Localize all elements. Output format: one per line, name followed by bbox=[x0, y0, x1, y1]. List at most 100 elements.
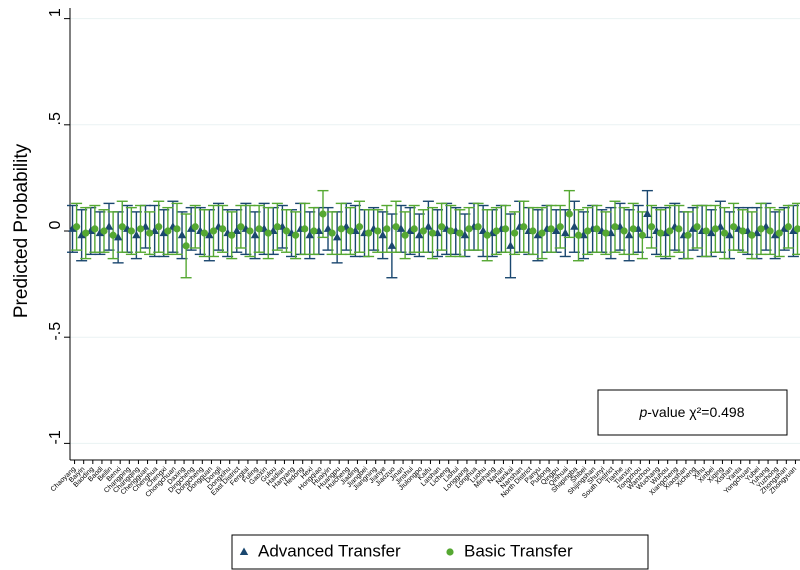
marker-circle bbox=[73, 223, 81, 231]
marker-triangle bbox=[387, 241, 397, 249]
marker-circle bbox=[228, 231, 236, 239]
marker-circle bbox=[401, 231, 409, 239]
marker-triangle bbox=[159, 228, 168, 237]
annotation: p-value χ²=0.498 bbox=[638, 404, 744, 420]
legend-label: Advanced Transfer bbox=[258, 541, 401, 560]
marker-triangle bbox=[186, 224, 196, 232]
marker-circle bbox=[538, 229, 546, 237]
marker-circle bbox=[173, 225, 181, 233]
marker-triangle bbox=[424, 222, 433, 230]
marker-triangle bbox=[780, 224, 789, 232]
marker-circle bbox=[164, 227, 172, 235]
marker-circle bbox=[255, 225, 263, 233]
marker-circle bbox=[319, 210, 327, 218]
marker-circle bbox=[602, 229, 610, 237]
marker-circle bbox=[684, 231, 692, 239]
marker-circle bbox=[428, 229, 437, 237]
marker-triangle bbox=[132, 230, 141, 239]
marker-triangle bbox=[68, 224, 77, 232]
marker-circle bbox=[346, 227, 354, 235]
marker-circle bbox=[611, 223, 619, 231]
marker-triangle bbox=[561, 228, 570, 237]
marker-circle bbox=[392, 223, 400, 231]
marker-triangle bbox=[232, 226, 241, 234]
marker-triangle bbox=[305, 230, 314, 239]
marker-circle bbox=[784, 223, 792, 231]
marker-circle bbox=[520, 223, 528, 231]
marker-triangle bbox=[405, 226, 415, 234]
marker-circle bbox=[264, 229, 272, 237]
marker-circle bbox=[410, 225, 418, 233]
marker-circle bbox=[118, 223, 126, 231]
marker-triangle bbox=[506, 241, 515, 249]
marker-circle bbox=[492, 227, 500, 235]
marker-circle bbox=[155, 223, 163, 231]
marker-triangle bbox=[643, 209, 652, 218]
marker-circle bbox=[209, 227, 218, 235]
marker-circle bbox=[483, 231, 491, 239]
marker-circle bbox=[109, 231, 117, 239]
marker-circle bbox=[365, 229, 373, 237]
marker-circle bbox=[447, 227, 455, 235]
marker-circle bbox=[511, 229, 519, 237]
marker-circle bbox=[100, 227, 108, 235]
marker-triangle bbox=[77, 230, 86, 239]
marker-circle bbox=[766, 227, 774, 235]
annotation-italic: p bbox=[638, 404, 647, 420]
marker-triangle bbox=[323, 224, 333, 232]
marker-circle bbox=[556, 223, 564, 231]
marker-circle bbox=[739, 227, 747, 235]
marker-circle bbox=[620, 227, 628, 235]
marker-circle bbox=[465, 225, 473, 233]
marker-circle bbox=[720, 229, 729, 237]
marker-triangle bbox=[533, 230, 543, 239]
marker-circle bbox=[383, 225, 391, 233]
marker-triangle bbox=[789, 226, 798, 234]
marker-circle bbox=[273, 223, 281, 231]
marker-triangle bbox=[770, 230, 780, 239]
marker-triangle bbox=[460, 230, 470, 239]
marker-circle bbox=[657, 229, 665, 237]
marker-triangle bbox=[624, 230, 634, 239]
marker-triangle bbox=[95, 228, 105, 237]
marker-circle bbox=[666, 227, 674, 235]
annotation-box bbox=[597, 389, 788, 436]
annotation-text: -value χ²=0.498 bbox=[647, 404, 744, 420]
marker-circle bbox=[82, 229, 90, 237]
marker-triangle bbox=[707, 228, 716, 237]
marker-triangle bbox=[104, 222, 114, 230]
marker-triangle bbox=[396, 224, 406, 232]
marker-circle bbox=[775, 229, 783, 237]
marker-circle bbox=[438, 223, 446, 231]
marker-circle bbox=[702, 227, 710, 235]
marker-triangle bbox=[205, 230, 214, 239]
marker-circle bbox=[629, 225, 637, 233]
marker-circle bbox=[730, 223, 738, 231]
marker-circle bbox=[574, 231, 583, 239]
marker-circle bbox=[355, 223, 364, 231]
marker-circle bbox=[191, 223, 199, 231]
marker-circle bbox=[219, 225, 227, 233]
marker-circle bbox=[282, 227, 291, 235]
y-tick-label: -1 bbox=[47, 430, 64, 444]
legend-box bbox=[231, 534, 649, 570]
marker-circle bbox=[529, 227, 537, 235]
marker-circle bbox=[136, 225, 145, 233]
marker-triangle bbox=[239, 547, 249, 555]
marker-circle bbox=[474, 223, 482, 231]
marker-circle bbox=[182, 242, 190, 250]
marker-circle bbox=[638, 231, 646, 239]
marker-circle bbox=[292, 231, 300, 239]
marker-circle bbox=[547, 225, 555, 233]
marker-circle bbox=[337, 225, 345, 233]
marker-circle bbox=[374, 227, 382, 235]
marker-circle bbox=[237, 223, 245, 231]
y-tick-label: 0 bbox=[47, 220, 64, 229]
marker-circle bbox=[675, 225, 683, 233]
marker-triangle bbox=[570, 222, 579, 230]
marker-circle bbox=[446, 548, 454, 556]
marker-circle bbox=[456, 229, 464, 237]
marker-circle bbox=[693, 223, 701, 231]
marker-circle bbox=[593, 225, 601, 233]
